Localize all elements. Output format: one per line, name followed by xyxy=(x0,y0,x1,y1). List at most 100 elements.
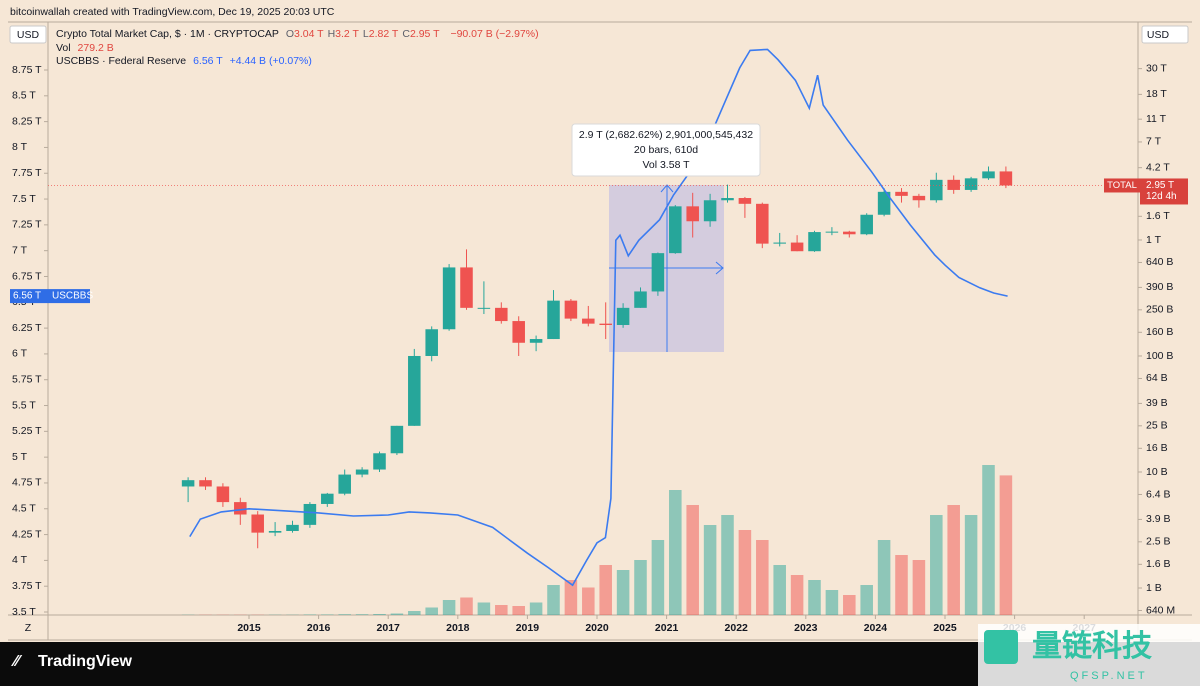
legend-main: Crypto Total Market Cap, $ · 1M · CRYPTO… xyxy=(56,28,543,40)
footer-logo-mark: ⁄⁄ xyxy=(11,653,23,670)
y2-tick-label: 3.5 T xyxy=(12,606,36,618)
volume-bar xyxy=(860,585,873,615)
volume-bar xyxy=(843,595,856,615)
x-tick-label: 2018 xyxy=(446,622,470,634)
measure-line3: Vol 3.58 T xyxy=(642,159,690,171)
footer-brand: TradingView xyxy=(38,653,133,670)
y-tick-label: 1.6 B xyxy=(1146,558,1171,570)
legend-volume-label: Vol xyxy=(56,42,71,54)
candle-body xyxy=(616,307,630,325)
candle-body xyxy=(268,530,282,533)
x-tick-label: 2024 xyxy=(864,622,888,634)
line-badge-value: 6.56 T xyxy=(13,291,41,302)
x-tick-label: 2023 xyxy=(794,622,818,634)
y-tick-label: 6.4 B xyxy=(1146,488,1171,500)
ohlc-value: 2.95 T xyxy=(409,28,440,40)
candle-body xyxy=(843,231,856,235)
uscbbs-line xyxy=(189,48,1008,587)
candle-body xyxy=(582,318,595,324)
y2-tick-label: 6 T xyxy=(12,348,28,360)
candle-body xyxy=(251,514,264,533)
volume-bar xyxy=(460,597,473,615)
scale-mode[interactable]: Z xyxy=(25,622,32,634)
y-tick-label: 25 B xyxy=(1146,420,1168,432)
y2-tick-label: 8 T xyxy=(12,141,28,153)
candle-body xyxy=(286,524,299,531)
candle-body xyxy=(895,191,908,196)
legend-volume-value: 279.2 B xyxy=(77,42,114,54)
volume-bar xyxy=(564,580,578,615)
candle-body xyxy=(808,232,821,252)
volume-bar xyxy=(303,614,317,615)
y-tick-label: 18 T xyxy=(1146,88,1167,100)
currency-box-left xyxy=(9,25,47,44)
ohlc-label: O xyxy=(285,28,294,40)
watermark-site: QFSP.NET xyxy=(1070,670,1148,682)
measure-line1: 2.9 T (2,682.62%) 2,901,000,545,432 xyxy=(579,129,753,141)
legend-change: −90.07 B (−2.97%) xyxy=(450,28,539,40)
candle-body xyxy=(634,291,647,308)
currency-box-right xyxy=(1141,25,1189,44)
y-tick-label: 39 B xyxy=(1146,397,1168,409)
y2-tick-label: 7 T xyxy=(12,244,28,256)
volume-bar xyxy=(634,560,647,615)
y2-tick-label: 7.5 T xyxy=(12,193,36,205)
volume-bar xyxy=(964,515,978,615)
y2-tick-label: 8.5 T xyxy=(12,90,36,102)
price-badge-bg xyxy=(1140,178,1188,205)
ohlc-label: C xyxy=(402,28,410,40)
candle-body xyxy=(390,425,404,454)
candle-body xyxy=(529,339,543,343)
y2-tick-label: 5.5 T xyxy=(12,399,36,411)
y-tick-label: 4.2 T xyxy=(1146,161,1170,173)
candle-body xyxy=(564,300,578,319)
y-tick-label: 7 T xyxy=(1146,136,1162,148)
x-tick-label: 2017 xyxy=(377,622,401,634)
price-badge-name-bg xyxy=(1104,178,1140,193)
volume-bar xyxy=(912,560,926,615)
candle-body xyxy=(495,307,508,322)
measure-line2: 20 bars, 610d xyxy=(634,144,698,156)
y-tick-label: 1 B xyxy=(1146,582,1162,594)
y-tick-label: 640 M xyxy=(1146,604,1175,616)
legend-overlay-change: +4.44 B (+0.07%) xyxy=(229,55,312,67)
candle-body xyxy=(234,502,247,515)
volume-bar xyxy=(947,505,960,615)
currency-left: USD xyxy=(17,29,40,41)
y-tick-label: 390 B xyxy=(1146,281,1173,293)
y2-tick-label: 7.75 T xyxy=(12,167,42,179)
candle-body xyxy=(982,171,995,179)
y-tick-label: 1 T xyxy=(1146,234,1162,246)
y-tick-label: 64 B xyxy=(1146,372,1168,384)
legend-volume: Vol 279.2 B xyxy=(56,42,118,54)
attribution: bitcoinwallah created with TradingView.c… xyxy=(10,6,335,18)
volume-bar xyxy=(669,490,682,615)
legend-ohlc: O3.04 T H3.2 T L2.82 T C2.95 T xyxy=(286,28,444,40)
candle-body xyxy=(651,253,665,292)
volume-bar xyxy=(703,525,717,615)
candle-body xyxy=(738,198,752,204)
candle-body xyxy=(964,178,978,190)
volume-bar xyxy=(756,540,769,615)
y2-tick-label: 6.75 T xyxy=(12,270,42,282)
y-tick-label: 100 B xyxy=(1146,350,1173,362)
x-tick-label: 2015 xyxy=(237,622,261,634)
candle-body xyxy=(460,267,473,308)
volume-bar xyxy=(651,540,665,615)
y-tick-label: 16 B xyxy=(1146,442,1168,454)
volume-bar xyxy=(738,530,752,615)
currency-right: USD xyxy=(1147,29,1170,41)
axes: 30 T 18 T 11 T 7 T 4.2 T 1.6 T 1 T 640 B 390 B 25… xyxy=(12,62,1175,633)
volume-bar xyxy=(790,575,804,615)
volume-bar xyxy=(721,515,734,615)
ohlc-label: L xyxy=(362,28,369,40)
candle-body xyxy=(930,179,943,201)
candle-body xyxy=(999,171,1013,186)
background xyxy=(0,0,1200,642)
candle-body xyxy=(599,323,612,325)
x-tick-label: 2022 xyxy=(725,622,749,634)
y2-tick-label: 8.75 T xyxy=(12,64,42,76)
y2-tick-label: 4.75 T xyxy=(12,477,42,489)
